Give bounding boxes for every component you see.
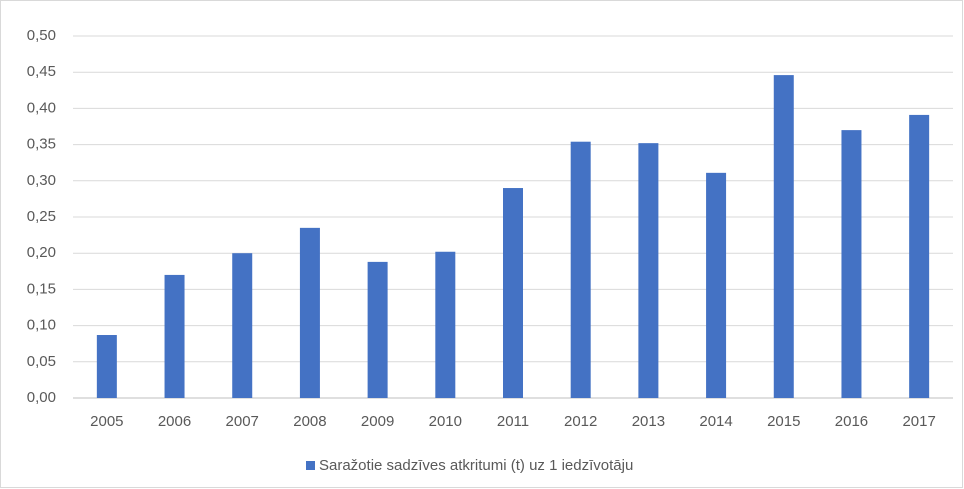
- bar: [232, 253, 253, 398]
- bar: [299, 227, 320, 398]
- x-tick-label: 2011: [497, 413, 529, 430]
- x-tick-label: 2014: [699, 413, 732, 430]
- x-tick-label: 2013: [632, 413, 665, 430]
- y-tick-label: 0,40: [27, 99, 56, 116]
- x-tick-label: 2008: [293, 413, 326, 430]
- y-tick-label: 0,45: [27, 63, 56, 80]
- y-tick-label: 0,50: [27, 27, 56, 44]
- bar: [96, 335, 117, 398]
- y-tick-label: 0,05: [27, 353, 56, 370]
- bar: [435, 251, 456, 398]
- x-tick-label: 2015: [767, 413, 800, 430]
- x-tick-label: 2016: [835, 413, 868, 430]
- y-tick-label: 0,15: [27, 280, 56, 297]
- x-tick-label: 2017: [902, 413, 935, 430]
- x-tick-label: 2006: [158, 413, 191, 430]
- y-tick-label: 0,20: [27, 244, 56, 261]
- bar: [638, 143, 659, 398]
- x-tick-label: 2009: [361, 413, 394, 430]
- bar: [841, 130, 862, 398]
- y-tick-label: 0,30: [27, 172, 56, 189]
- bar: [773, 75, 794, 398]
- x-tick-label: 2007: [226, 413, 259, 430]
- bar: [909, 114, 930, 398]
- x-tick-label: 2012: [564, 413, 597, 430]
- y-tick-label: 0,35: [27, 136, 56, 153]
- bar: [706, 172, 727, 398]
- bar: [570, 141, 591, 399]
- y-tick-label: 0,25: [27, 208, 56, 225]
- bar: [367, 261, 388, 398]
- legend-swatch: [306, 461, 315, 470]
- bar: [503, 188, 523, 398]
- x-tick-label: 2010: [429, 413, 462, 430]
- y-tick-label: 0,10: [27, 317, 56, 334]
- y-tick-label: 0,00: [27, 389, 56, 406]
- bar: [164, 274, 185, 398]
- legend-label: Saražotie sadzīves atkritumi (t) uz 1 ie…: [319, 457, 633, 474]
- x-tick-label: 2005: [90, 413, 123, 430]
